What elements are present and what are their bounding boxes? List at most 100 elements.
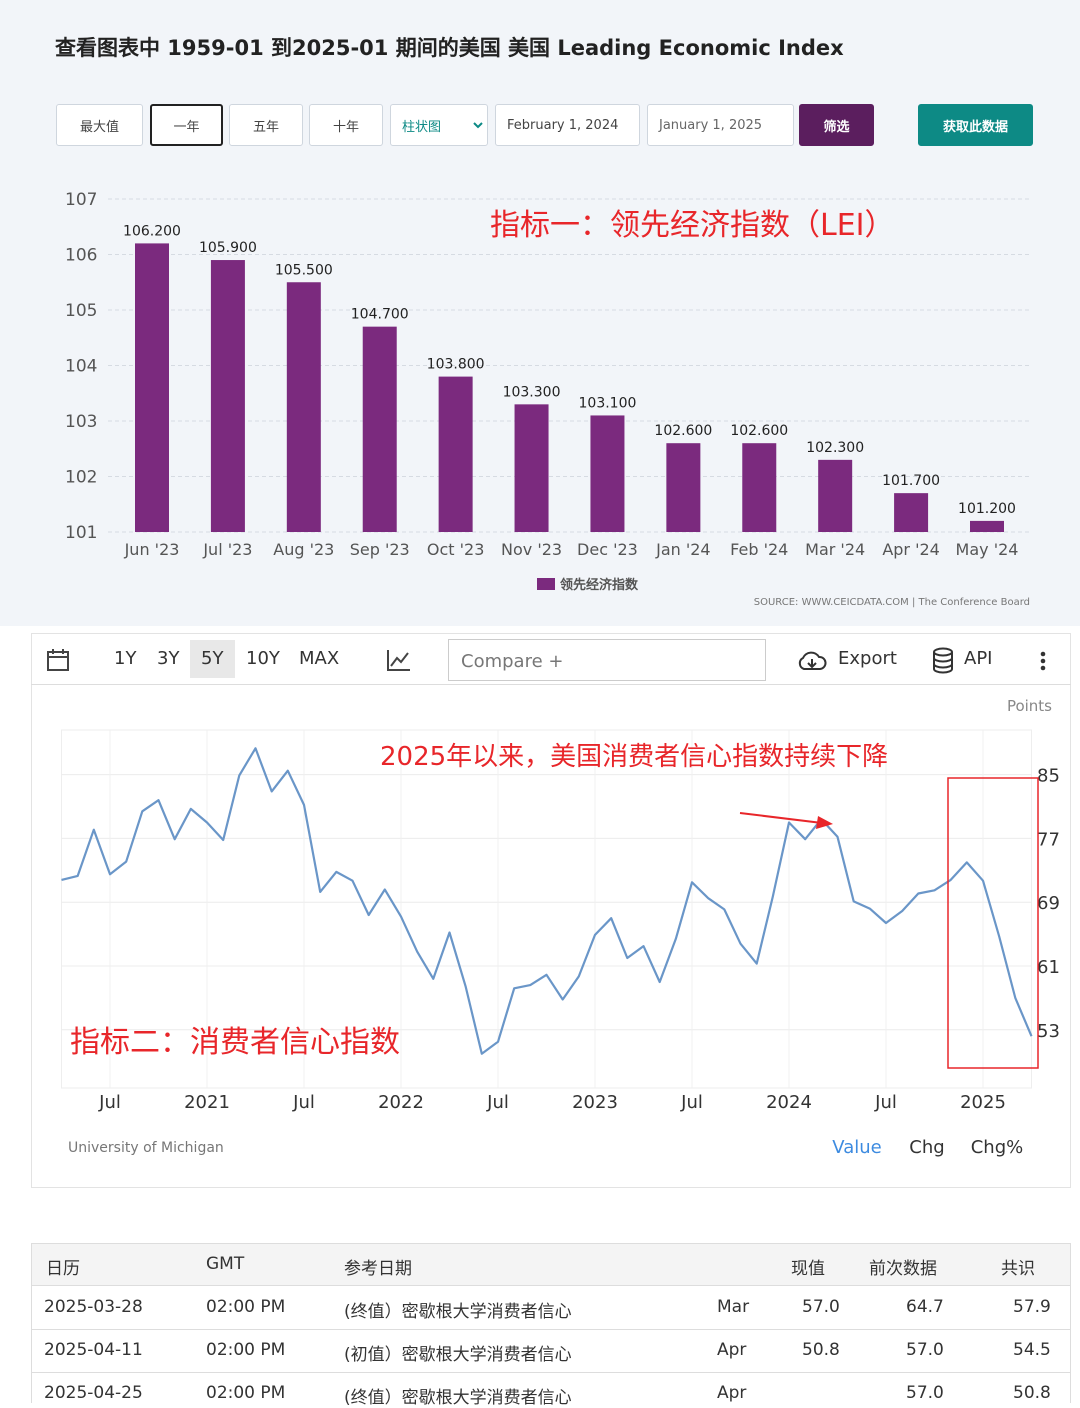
bar — [970, 520, 1004, 532]
bar — [210, 260, 245, 532]
x-tick-label: Aug '23 — [273, 540, 334, 559]
sentiment-panel — [31, 633, 1071, 1188]
sentiment-chart: 53 61 69 77 85 Jul 2021 Jul 2022 Jul 2023 Jul 2024 Ju… — [61, 697, 1060, 1158]
x-tick-label: 2021 — [184, 1092, 230, 1113]
y-tick-label: 105 — [65, 301, 97, 321]
value-label: 101.200 — [958, 501, 1016, 517]
range-button[interactable]: 一年 — [150, 104, 223, 146]
bar — [362, 326, 397, 532]
x-tick-label: Feb '24 — [730, 540, 788, 559]
annotation: 2025年以来，美国消费者信心指数持续下降 — [380, 742, 888, 772]
bar — [666, 443, 701, 532]
source: University of Michigan — [68, 1140, 224, 1156]
value-label: 106.200 — [123, 223, 181, 239]
y-tick-label: 85 — [1037, 766, 1060, 787]
highlight-box — [947, 777, 1039, 1069]
range-button[interactable]: 十年 — [309, 104, 383, 146]
range-button[interactable]: 五年 — [229, 104, 303, 146]
x-tick-label: 2024 — [766, 1092, 812, 1113]
tab-highlight — [190, 640, 235, 678]
value-tab[interactable]: Chg — [909, 1137, 944, 1158]
value-tab[interactable]: Value — [832, 1137, 881, 1158]
y-tick-label: 106 — [65, 246, 97, 266]
table-cell: 57.9 — [1013, 1297, 1051, 1317]
table-cell: 57.0 — [906, 1340, 944, 1360]
x-tick-label: Jan '24 — [655, 540, 711, 559]
table-cell: 现值 — [791, 1259, 825, 1279]
range-button[interactable]: 最大值 — [56, 104, 143, 146]
table-cell: 54.5 — [1013, 1340, 1051, 1360]
source: SOURCE: WWW.CEICDATA.COM | The Conferenc… — [754, 597, 1030, 608]
value-label: 103.800 — [427, 357, 485, 373]
bar — [818, 459, 853, 532]
chart-toolbar — [31, 633, 1071, 685]
x-tick-label: Jul — [98, 1092, 121, 1113]
table-cell: 2025-04-11 — [44, 1340, 143, 1360]
chart-type-select[interactable]: 柱状图 — [390, 104, 488, 146]
start-date-input[interactable]: February 1, 2024 — [495, 104, 640, 146]
export-button[interactable]: Export — [838, 648, 897, 669]
table-cell: 前次数据 — [869, 1259, 937, 1279]
value-label: 102.600 — [654, 423, 712, 439]
annotation: 指标二：消费者信心指数 — [70, 1025, 400, 1060]
table-cell: 2025-04-25 — [44, 1383, 143, 1403]
bar — [135, 243, 169, 532]
y-tick-label: 101 — [65, 523, 97, 543]
page-title: 查看图表中 1959-01 到2025-01 期间的美国 美国 Leading … — [55, 36, 844, 60]
x-tick-label: Jul '23 — [202, 540, 252, 559]
bar — [286, 282, 321, 532]
x-tick-label: 2022 — [378, 1092, 424, 1113]
value-label: 101.700 — [882, 473, 940, 489]
range-tab[interactable]: 1Y — [114, 648, 137, 669]
more-menu[interactable] — [1038, 650, 1048, 672]
table-cell: Mar — [717, 1297, 750, 1317]
api-button[interactable]: API — [964, 648, 993, 669]
compare-input[interactable]: Compare + — [448, 639, 766, 681]
range-tab[interactable]: MAX — [299, 648, 340, 669]
y-tick-label: 102 — [65, 468, 97, 488]
table-cell: 02:00 PM — [206, 1297, 286, 1317]
get-data-button[interactable]: 获取此数据 — [918, 104, 1033, 146]
bar — [514, 404, 549, 532]
y-tick-label: 53 — [1037, 1021, 1060, 1042]
y-tick-label: 104 — [65, 357, 97, 377]
range-tab[interactable]: 3Y — [157, 648, 180, 669]
x-tick-label: Jun '23 — [124, 540, 180, 559]
row-divider — [32, 1329, 1070, 1330]
arrow-shaft — [739, 812, 823, 824]
table-header-row — [32, 1244, 1070, 1286]
calendar-icon[interactable] — [46, 648, 70, 672]
range-tab[interactable]: 10Y — [246, 648, 280, 669]
chart-style-icon[interactable] — [386, 648, 412, 672]
table-cell: GMT — [206, 1254, 245, 1274]
table-cell: 共识 — [1001, 1259, 1035, 1279]
table-cell: 57.0 — [802, 1297, 840, 1317]
table-cell: 日历 — [46, 1259, 80, 1279]
table-cell: 02:00 PM — [206, 1340, 286, 1360]
value-tab[interactable]: Chg% — [971, 1137, 1024, 1158]
x-tick-label: Sep '23 — [350, 540, 410, 559]
table-cell: (终值）密歇根大学消费者信心 — [344, 1388, 572, 1408]
x-tick-label: Mar '24 — [805, 540, 865, 559]
bar — [438, 376, 473, 532]
legend-label: 领先经济指数 — [560, 577, 639, 593]
value-label: 103.100 — [579, 395, 637, 411]
filter-button[interactable]: 筛选 — [799, 104, 874, 146]
x-tick-label: Jul — [874, 1092, 897, 1113]
plot-frame — [61, 729, 1032, 1089]
x-tick-label: Jul — [292, 1092, 315, 1113]
y-tick-label: 107 — [65, 190, 97, 210]
end-date-input[interactable]: January 1, 2025 — [647, 104, 794, 146]
bar — [590, 415, 625, 532]
line-series — [61, 747, 1033, 1055]
x-tick-label: May '24 — [956, 540, 1019, 559]
range-tab[interactable]: 5Y — [201, 648, 224, 669]
annotation: 指标一：领先经济指数（LEI） — [490, 208, 895, 243]
bar — [742, 443, 777, 532]
lei-chart: 101 102 103 104 105 106 107 Jun '23 Jul '23 Aug '… — [65, 190, 1030, 608]
value-label: 105.900 — [199, 240, 257, 256]
value-label: 102.600 — [730, 423, 788, 439]
row-divider — [32, 1372, 1070, 1373]
